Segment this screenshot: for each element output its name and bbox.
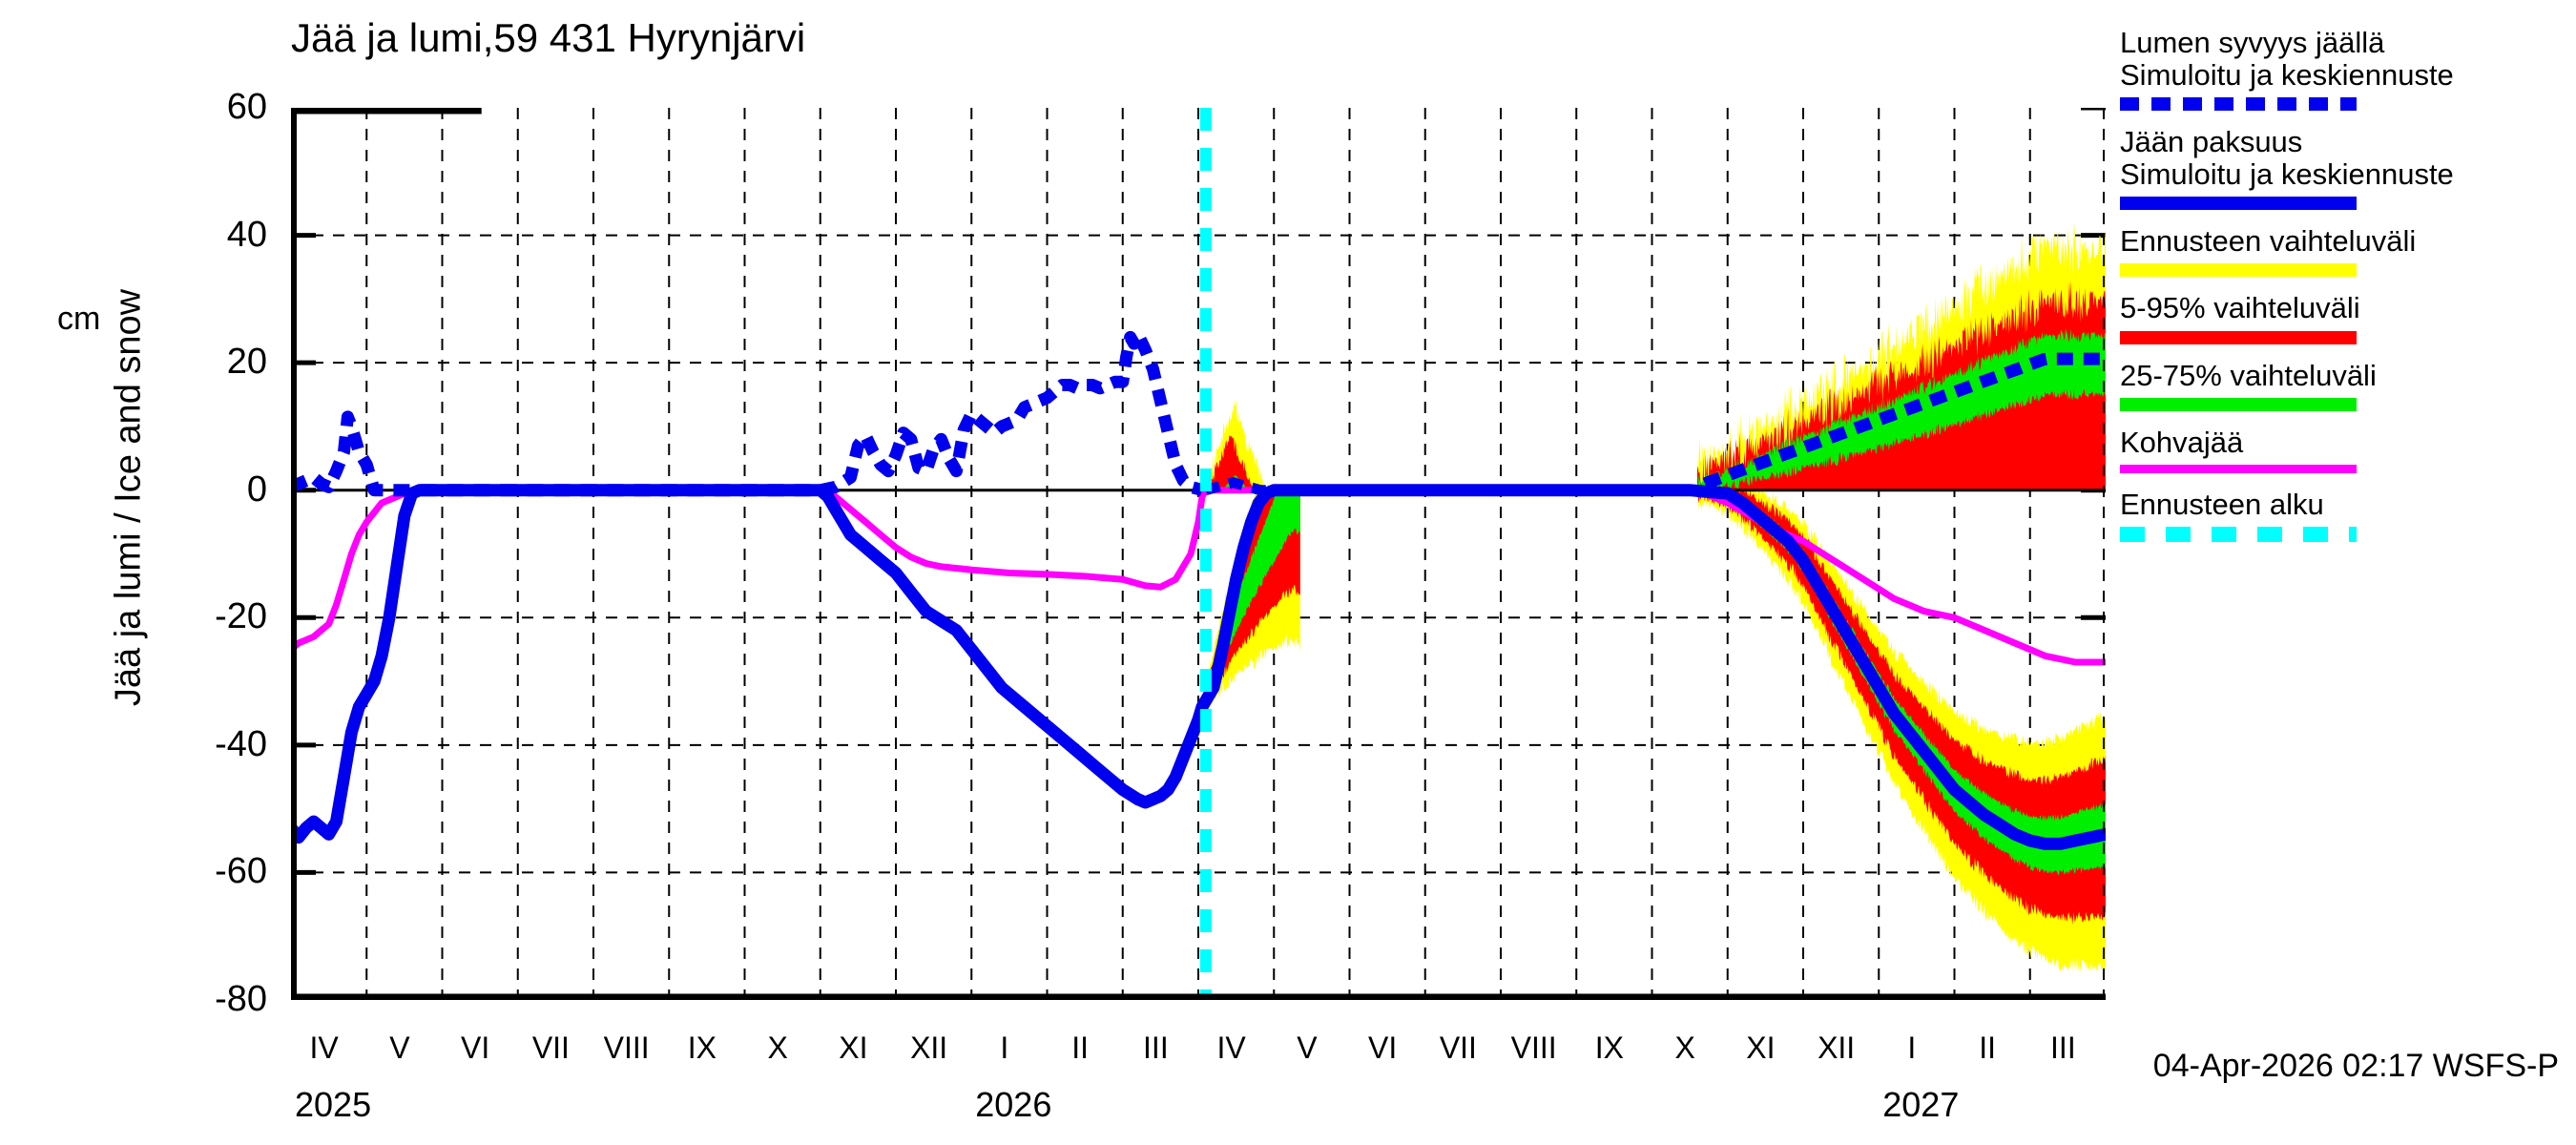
x-year-label: 2027 xyxy=(1882,1085,1960,1124)
x-tick-label: IV xyxy=(1216,1030,1246,1065)
y-tick-label: -80 xyxy=(215,979,267,1019)
legend-item: Ennusteen alku xyxy=(2120,487,2568,542)
x-tick-label: IX xyxy=(687,1030,717,1065)
x-year-label: 2026 xyxy=(975,1085,1052,1124)
x-tick-label: III xyxy=(2050,1030,2076,1065)
x-tick-label: VII xyxy=(531,1030,570,1065)
legend-swatch xyxy=(2120,464,2357,473)
x-tick-label: VIII xyxy=(603,1030,650,1065)
x-year-label: 2025 xyxy=(295,1085,372,1124)
y-tick-label: 20 xyxy=(226,342,267,383)
y-tick-label: 40 xyxy=(226,214,267,255)
x-tick-label: V xyxy=(389,1030,410,1065)
x-tick-label: III xyxy=(1143,1030,1169,1065)
y-tick-label: -20 xyxy=(215,596,267,637)
x-tick-label: VI xyxy=(461,1030,490,1065)
legend-item: 5-95% vaihteluväli xyxy=(2120,292,2568,344)
x-tick-label: II xyxy=(1071,1030,1090,1065)
x-tick-label: IX xyxy=(1594,1030,1624,1065)
legend-swatch xyxy=(2120,397,2357,411)
chart-legend: Lumen syvyys jäällä Simuloitu ja keskienn… xyxy=(2120,26,2568,557)
chart-title: Jää ja lumi,59 431 Hyrynjärvi xyxy=(291,15,806,60)
x-tick-label: IV xyxy=(309,1030,339,1065)
timestamp: 04-Apr-2026 02:17 WSFS-P xyxy=(2152,1048,2559,1084)
x-tick-label: X xyxy=(767,1030,788,1065)
x-tick-label: VIII xyxy=(1510,1030,1557,1065)
x-tick-label: V xyxy=(1297,1030,1318,1065)
x-tick-label: XII xyxy=(910,1030,948,1065)
legend-item-subtitle: Simuloitu ja keskiennuste xyxy=(2120,157,2454,192)
y-tick-label: 0 xyxy=(246,468,267,510)
x-tick-label: II xyxy=(1979,1030,1997,1065)
legend-item-title: Kohvajää xyxy=(2120,425,2244,459)
y-tick-label: 60 xyxy=(226,87,267,127)
x-tick-label: X xyxy=(1674,1030,1695,1065)
legend-swatch xyxy=(2120,263,2357,278)
legend-item: Jään paksuus Simuloitu ja keskiennuste xyxy=(2120,125,2568,211)
y-tick-label: -60 xyxy=(215,851,267,892)
legend-swatch xyxy=(2120,330,2357,344)
legend-item-subtitle: Simuloitu ja keskiennuste xyxy=(2120,58,2454,93)
x-tick-label: VI xyxy=(1368,1030,1398,1065)
legend-swatch xyxy=(2120,526,2357,542)
legend-item-title: Ennusteen vaihteluväli xyxy=(2120,224,2417,259)
legend-item-title: Jään paksuus xyxy=(2120,125,2303,159)
x-tick-label: I xyxy=(1000,1030,1009,1065)
legend-item-title: 25-75% vaihteluväli xyxy=(2120,358,2377,392)
x-tick-label: I xyxy=(1907,1030,1917,1065)
y-axis-unit: cm xyxy=(57,301,101,337)
plot-area xyxy=(291,108,2106,1000)
legend-item: 25-75% vaihteluväli xyxy=(2120,358,2568,411)
legend-swatch xyxy=(2120,197,2357,211)
x-tick-label: XI xyxy=(1746,1030,1776,1065)
legend-item-title: Lumen syvyys jäällä xyxy=(2120,26,2385,59)
legend-item-title: Ennusteen alku xyxy=(2120,487,2324,521)
legend-item-title: 5-95% vaihteluväli xyxy=(2120,291,2360,325)
x-tick-label: XI xyxy=(839,1030,868,1065)
chart-canvas xyxy=(291,108,2106,1000)
y-tick-label: -40 xyxy=(215,723,267,764)
x-tick-label: VII xyxy=(1439,1030,1477,1065)
legend-item: Ennusteen vaihteluväli xyxy=(2120,224,2568,278)
legend-swatch xyxy=(2120,97,2357,112)
legend-item: Kohvajää xyxy=(2120,425,2568,473)
x-tick-label: XII xyxy=(1818,1030,1856,1065)
legend-item: Lumen syvyys jäällä Simuloitu ja keskienn… xyxy=(2120,26,2568,112)
